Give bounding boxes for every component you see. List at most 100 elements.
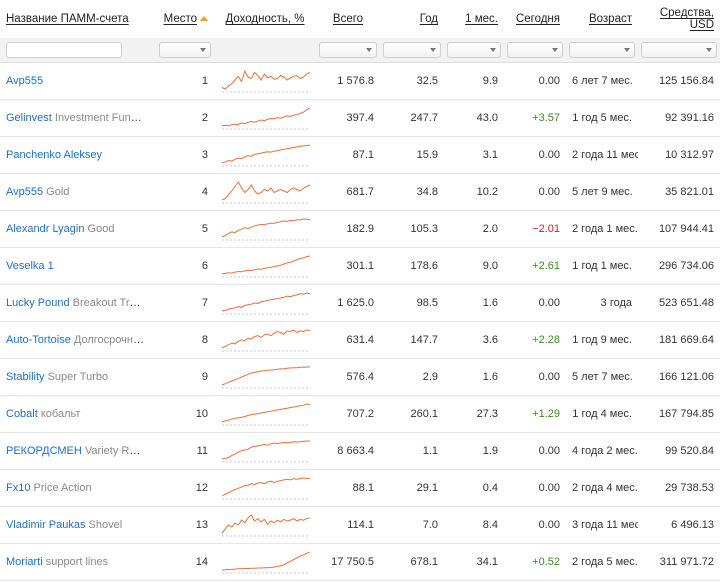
table-row[interactable]: Panchenko Aleksey 3 87.1 15.9 3.1 0.00 2 года… [0,136,720,174]
year-cell: 98.5 [380,284,444,322]
account-link[interactable]: Auto-Tortoise [6,334,71,346]
place-filter-select[interactable] [159,42,211,58]
account-subtitle: Investment Fund ... [54,112,150,124]
account-link[interactable]: Gelinvest [6,112,52,124]
table-row[interactable]: Vladimir Paukas Shovel 13 114.1 7.0 8.4 0.00 3… [0,506,720,544]
year-filter-select[interactable] [383,42,441,58]
funds-cell: 125 156.84 [638,62,720,100]
funds-cell: 35 821.01 [638,173,720,211]
col-funds-header[interactable]: Средства, USD [659,7,714,31]
sparkline-line [221,440,310,460]
yield-sparkline [221,366,310,389]
account-link[interactable]: РЕКОРДСМЕН [6,445,82,457]
age-filter-select[interactable] [569,42,635,58]
place-cell: 9 [150,358,214,396]
col-total-header[interactable]: Всего [332,13,364,25]
account-link[interactable]: Vladimir Paukas [6,519,86,531]
today-cell: −2.01 [504,210,566,248]
funds-filter-select[interactable] [641,42,717,58]
total-filter-select[interactable] [319,42,377,58]
table-row[interactable]: Stability Super Turbo 9 576.4 2.9 1.6 0.00 5 л… [0,358,720,396]
yield-sparkline [221,144,311,167]
place-cell: 3 [150,136,214,174]
month-cell: 9.9 [444,62,504,100]
total-cell: 1 625.0 [316,284,380,322]
today-cell: 0.00 [504,432,566,470]
table-row[interactable]: Gelinvest Investment Fund ... 2 397.4 247.7… [0,99,720,137]
account-name-cell: Avp555 [0,62,150,100]
table-row[interactable]: РЕКОРДСМЕН Variety RUB 11 8 663.4 1.1 1.9 0.0… [0,432,720,470]
account-name-cell: Gelinvest Investment Fund ... [0,99,150,137]
sparkline-line [221,514,311,534]
yield-sparkline-cell [214,173,316,211]
chevron-down-icon [552,48,558,52]
account-link[interactable]: Lucky Pound [6,297,70,309]
account-subtitle: Variety RUB [84,445,145,457]
place-cell: 1 [150,62,214,100]
sparkline-line [221,403,311,423]
account-link[interactable]: Alexandr Lyagin [6,223,85,235]
total-cell: 17 750.5 [316,543,380,581]
col-today-header[interactable]: Сегодня [515,13,560,25]
total-cell: 1 576.8 [316,62,380,100]
table-row[interactable]: Fx10 Price Action 12 88.1 29.1 0.4 0.00 2 года… [0,469,720,507]
table-row[interactable]: Cobalt кобальт 10 707.2 260.1 27.3 +1.29 1 год… [0,395,720,433]
col-name-header[interactable]: Название ПАММ-счета [6,13,129,25]
account-name-cell: Stability Super Turbo [0,358,150,396]
account-subtitle: Good [87,223,115,235]
name-filter-input[interactable] [6,42,122,58]
age-cell: 2 года 4 мес. [566,469,638,507]
chevron-down-icon [366,48,372,52]
sparkline-line [221,107,311,127]
col-age-header[interactable]: Возраст [588,13,632,25]
year-cell: 678.1 [380,543,444,581]
yield-sparkline [221,551,311,574]
funds-cell: 6 496.13 [638,506,720,544]
account-link[interactable]: Moriarti [6,556,43,568]
table-row[interactable]: Moriarti support lines 14 17 750.5 678.1 34.… [0,543,720,581]
chevron-down-icon [200,48,206,52]
table-row[interactable]: Alexandr Lyagin Good 5 182.9 105.3 2.0 −2.01 2… [0,210,720,248]
account-link[interactable]: Avp555 [6,186,44,198]
place-cell: 12 [150,469,214,507]
sparkline-line [221,218,311,238]
year-cell: 105.3 [380,210,444,248]
yield-sparkline [221,218,311,241]
account-link[interactable]: Panchenko Aleksey [6,149,103,161]
col-place-header[interactable]: Место [150,0,214,38]
sparkline-line [221,144,311,164]
yield-sparkline-cell [214,395,316,433]
table-row[interactable]: Avp555 Gold 4 681.7 34.8 10.2 0.00 5 лет 9 мес… [0,173,720,211]
account-link[interactable]: Avp555 [6,75,44,87]
account-link[interactable]: Veselka 1 [6,260,54,272]
table-row[interactable]: Avp555 1 1 576.8 32.5 9.9 0.00 6 лет 7 мес. 12… [0,62,720,100]
place-cell: 5 [150,210,214,248]
today-filter-select[interactable] [507,42,563,58]
today-cell: +2.61 [504,247,566,285]
col-year-header[interactable]: Год [419,13,438,25]
col-yield-header[interactable]: Доходность, % [225,13,305,25]
account-link[interactable]: Fx10 [6,482,31,494]
table-row[interactable]: Auto-Tortoise Долгосрочны... 8 631.4 147.7 3… [0,321,720,359]
funds-cell: 29 738.53 [638,469,720,507]
age-cell: 1 год 4 мес. [566,395,638,433]
funds-cell: 181 669.64 [638,321,720,359]
month-cell: 1.6 [444,358,504,396]
month-filter-select[interactable] [447,42,501,58]
sparkline-line [221,329,311,349]
today-cell: 0.00 [504,284,566,322]
account-link[interactable]: Stability [6,371,45,383]
account-name-cell: Veselka 1 [0,247,150,285]
col-month-header[interactable]: 1 мес. [465,13,498,25]
year-cell: 29.1 [380,469,444,507]
account-link[interactable]: Cobalt [6,408,38,420]
account-name-cell: Cobalt кобальт [0,395,150,433]
table-row[interactable]: Lucky Pound Breakout Trad... 7 1 625.0 98.5… [0,284,720,322]
table-row[interactable]: Veselka 1 6 301.1 178.6 9.0 +2.61 1 год 1 мес… [0,247,720,285]
total-cell: 681.7 [316,173,380,211]
age-cell: 4 года 2 мес. [566,432,638,470]
yield-sparkline-cell [214,284,316,322]
year-cell: 147.7 [380,321,444,359]
funds-cell: 523 651.48 [638,284,720,322]
chevron-down-icon [490,48,496,52]
